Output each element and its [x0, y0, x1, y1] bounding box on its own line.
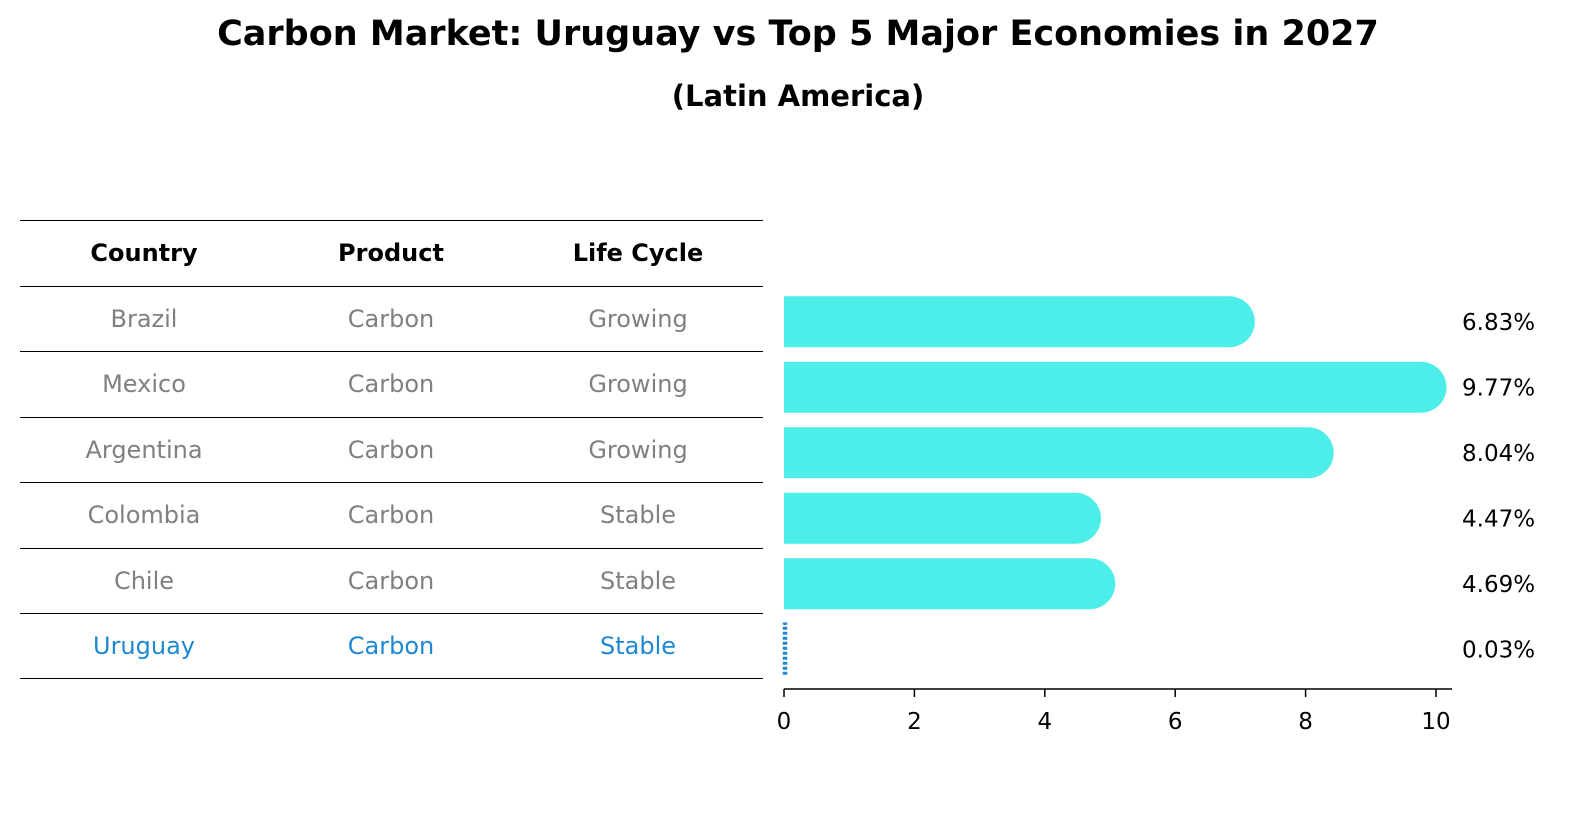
x-tick-label: 8 — [1298, 709, 1313, 735]
product-cell: Carbon — [347, 566, 435, 595]
country-cell: Brazil — [110, 304, 178, 333]
life-cycle-cell: Stable — [599, 631, 677, 660]
value-label-mexico: 9.77% — [1462, 375, 1535, 401]
life-cycle-cell: Stable — [599, 566, 677, 595]
country-cell: Colombia — [87, 501, 201, 530]
bar-colombia — [784, 492, 1101, 544]
bar-argentina — [784, 427, 1334, 479]
table-row: Colombia Carbon Stable — [20, 482, 763, 548]
data-table: Country Product Life Cycle Brazil Carbon… — [20, 220, 763, 679]
header-product: Product — [338, 239, 444, 268]
chart-subtitle: (Latin America) — [671, 79, 925, 113]
country-cell: Chile — [113, 566, 175, 595]
table-row-highlighted: Uruguay Carbon Stable — [20, 613, 763, 679]
x-tick-label: 0 — [777, 709, 792, 735]
country-cell: Mexico — [102, 370, 186, 399]
product-cell: Carbon — [347, 435, 435, 464]
life-cycle-cell: Stable — [599, 501, 677, 530]
x-tick-label: 4 — [1037, 709, 1052, 735]
table-row: Mexico Carbon Growing — [20, 351, 763, 417]
product-cell: Carbon — [347, 631, 435, 660]
product-cell: Carbon — [347, 370, 435, 399]
life-cycle-cell: Growing — [588, 435, 688, 464]
bar-mexico — [784, 361, 1447, 413]
life-cycle-cell: Growing — [588, 370, 688, 399]
chart-title: Carbon Market: Uruguay vs Top 5 Major Ec… — [217, 14, 1379, 54]
product-cell: Carbon — [347, 501, 435, 530]
life-cycle-cell: Growing — [588, 304, 688, 333]
x-tick-label: 10 — [1421, 709, 1450, 735]
header-life-cycle: Life Cycle — [572, 239, 704, 268]
value-label-argentina: 8.04% — [1462, 441, 1535, 467]
table-header-row: Country Product Life Cycle — [20, 220, 763, 286]
bar-chile — [784, 558, 1116, 610]
x-tick-label: 6 — [1168, 709, 1183, 735]
country-cell: Argentina — [85, 435, 203, 464]
bar-brazil — [784, 296, 1255, 348]
value-label-brazil: 6.83% — [1462, 310, 1535, 336]
value-label-uruguay: 0.03% — [1462, 637, 1535, 663]
value-label-chile: 4.69% — [1462, 572, 1535, 598]
table-row: Argentina Carbon Growing — [20, 416, 763, 483]
value-label-colombia: 4.47% — [1462, 506, 1535, 532]
bar-uruguay — [782, 622, 788, 676]
table-row: Brazil Carbon Growing — [20, 285, 763, 352]
table-row: Chile Carbon Stable — [20, 547, 763, 614]
country-cell: Uruguay — [93, 631, 195, 660]
x-tick-label: 2 — [907, 709, 922, 735]
header-country: Country — [90, 239, 198, 268]
product-cell: Carbon — [347, 304, 435, 333]
